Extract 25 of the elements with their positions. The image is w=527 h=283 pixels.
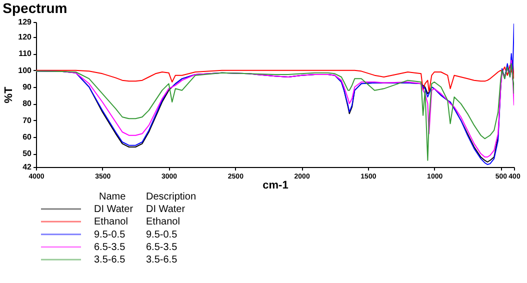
legend-label: 9.5-0.5 (94, 229, 126, 240)
text: 6.5-3.5 (146, 242, 178, 253)
x-axis-title: cm-1 (262, 180, 288, 192)
y-axis-title: %T (3, 86, 16, 104)
chart-title: Spectrum (2, 0, 68, 16)
y-tick-label: 120 (18, 32, 32, 42)
y-tick-label: 129 (18, 18, 32, 26)
text: 9.5-0.5 (146, 229, 178, 240)
legend-label: 3.5-6.5 (94, 254, 126, 266)
legend-label: Ethanol (94, 216, 128, 228)
y-tick-label: 42 (22, 162, 32, 172)
y-tick-label: 110 (18, 49, 32, 58)
legend-label: DI Water (94, 204, 134, 215)
text: Ethanol (146, 216, 180, 228)
y-tick-label: 90 (22, 82, 32, 92)
y-tick-label: 60 (22, 132, 32, 142)
text: Description (146, 191, 196, 202)
text: DI Water (146, 204, 186, 215)
legend-title: Name (99, 191, 126, 202)
y-tick-label: 70 (22, 116, 32, 125)
y-tick-label: 100 (18, 66, 32, 75)
y-tick-label: 80 (22, 99, 32, 108)
legend-label: 6.5-3.5 (94, 242, 126, 253)
y-tick-label: 50 (22, 149, 32, 158)
text: 3.5-6.5 (146, 254, 178, 266)
